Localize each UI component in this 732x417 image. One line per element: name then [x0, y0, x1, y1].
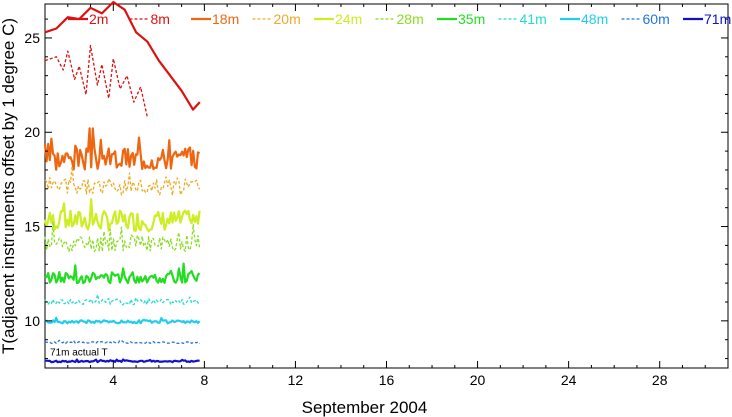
- ticks-layer: 4 8 12 16 20 24 28 10 15 20 25: [24, 4, 729, 388]
- legend-label-60m: 60m: [643, 11, 670, 27]
- legend-label-48m: 48m: [581, 11, 608, 27]
- y-tick-label: 20: [24, 124, 40, 140]
- plot-border: [44, 3, 729, 369]
- legend-label-35m: 35m: [458, 11, 485, 27]
- x-axis-title: September 2004: [302, 398, 428, 417]
- y-tick-label: 15: [24, 219, 40, 235]
- legend-label-8m: 8m: [151, 11, 170, 27]
- x-tick-label: 28: [652, 372, 668, 388]
- legend-label-28m: 28m: [397, 11, 424, 27]
- legend-label-71m: 71m: [704, 11, 731, 27]
- x-tick-label: 8: [200, 372, 208, 388]
- series-line-8m: [44, 44, 149, 118]
- series-layer: [43, 1, 201, 364]
- series-line-24m: [43, 198, 201, 233]
- legend-label-41m: 41m: [520, 11, 547, 27]
- x-tick-label: 12: [288, 372, 304, 388]
- series-line-20m: [44, 165, 201, 196]
- y-tick-label: 25: [24, 30, 40, 46]
- legend-label-20m: 20m: [274, 11, 301, 27]
- series-line-60m: [44, 339, 201, 345]
- series-line-2m: [44, 1, 201, 111]
- x-tick-label: 16: [379, 372, 395, 388]
- x-tick-label: 20: [470, 372, 486, 388]
- legend-label-24m: 24m: [335, 11, 362, 27]
- y-axis-title: T(adjacent instruments offset by 1 degre…: [0, 18, 18, 354]
- annotation-71m: 71m actual T: [50, 347, 108, 358]
- y-tick-label: 10: [24, 313, 40, 329]
- series-line-41m: [44, 293, 200, 306]
- x-tick-label: 24: [561, 372, 577, 388]
- series-line-35m: [44, 262, 201, 285]
- series-line-71m: [45, 358, 200, 364]
- legend-label-18m: 18m: [212, 11, 239, 27]
- series-line-48m: [44, 316, 201, 325]
- x-tick-label: 4: [109, 372, 117, 388]
- legend: 2m 8m 18m 20m 24m 28m 35m 41m 48m 60m 71m: [68, 11, 731, 27]
- series-line-28m: [44, 221, 201, 253]
- plot-frame: [44, 3, 729, 369]
- legend-label-2m: 2m: [89, 11, 108, 27]
- series-line-18m: [43, 127, 201, 171]
